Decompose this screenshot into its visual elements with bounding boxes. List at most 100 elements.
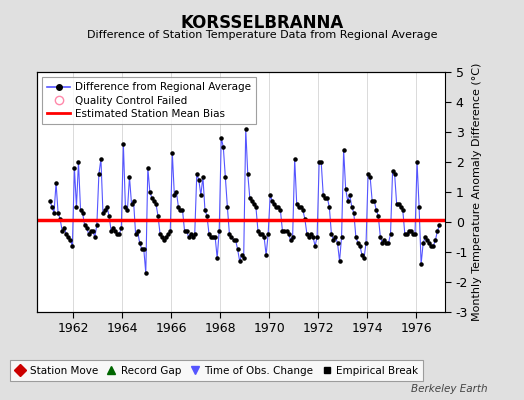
Point: [182, 228, 191, 234]
Point: [256, 231, 264, 237]
Point: [372, 207, 380, 213]
Point: [111, 228, 119, 234]
Point: [321, 195, 330, 201]
Point: [54, 210, 62, 216]
Point: [419, 240, 428, 246]
Point: [287, 237, 295, 243]
Point: [158, 234, 166, 240]
Point: [299, 207, 307, 213]
Point: [184, 234, 193, 240]
Point: [315, 159, 323, 165]
Point: [260, 234, 268, 240]
Point: [56, 216, 64, 222]
Point: [317, 159, 325, 165]
Point: [248, 198, 256, 204]
Point: [207, 234, 215, 240]
Point: [152, 201, 160, 207]
Point: [213, 255, 221, 261]
Point: [288, 234, 297, 240]
Point: [174, 204, 183, 210]
Point: [60, 225, 69, 231]
Point: [401, 231, 409, 237]
Point: [91, 234, 99, 240]
Point: [262, 252, 270, 258]
Point: [66, 237, 74, 243]
Point: [178, 207, 187, 213]
Point: [395, 201, 403, 207]
Point: [84, 231, 93, 237]
Point: [123, 207, 132, 213]
Y-axis label: Monthly Temperature Anomaly Difference (°C): Monthly Temperature Anomaly Difference (…: [472, 63, 483, 321]
Point: [319, 192, 328, 198]
Point: [370, 198, 378, 204]
Point: [231, 237, 239, 243]
Point: [303, 231, 311, 237]
Point: [113, 231, 122, 237]
Point: [427, 243, 435, 249]
Point: [219, 144, 227, 150]
Point: [423, 237, 431, 243]
Point: [311, 243, 319, 249]
Point: [230, 237, 238, 243]
Point: [115, 231, 124, 237]
Point: [74, 159, 83, 165]
Point: [80, 222, 89, 228]
Point: [344, 198, 352, 204]
Point: [331, 234, 340, 240]
Point: [99, 210, 107, 216]
Point: [409, 231, 417, 237]
Point: [352, 234, 360, 240]
Point: [58, 228, 67, 234]
Text: Berkeley Earth: Berkeley Earth: [411, 384, 487, 394]
Point: [105, 213, 113, 219]
Point: [170, 192, 179, 198]
Point: [407, 228, 415, 234]
Point: [160, 237, 168, 243]
Point: [136, 240, 144, 246]
Point: [129, 198, 138, 204]
Point: [79, 210, 87, 216]
Point: [368, 198, 376, 204]
Text: Difference of Station Temperature Data from Regional Average: Difference of Station Temperature Data f…: [87, 30, 437, 40]
Point: [107, 228, 115, 234]
Point: [52, 180, 60, 186]
Point: [77, 207, 85, 213]
Point: [358, 252, 366, 258]
Point: [360, 255, 368, 261]
Point: [264, 231, 272, 237]
Point: [272, 204, 280, 210]
Point: [82, 225, 91, 231]
Point: [354, 240, 362, 246]
Point: [125, 174, 134, 180]
Point: [350, 210, 358, 216]
Point: [258, 231, 266, 237]
Point: [376, 234, 385, 240]
Point: [397, 204, 405, 210]
Point: [309, 234, 317, 240]
Point: [388, 168, 397, 174]
Point: [383, 240, 391, 246]
Point: [164, 231, 172, 237]
Point: [254, 228, 262, 234]
Point: [435, 222, 444, 228]
Point: [119, 141, 127, 147]
Point: [417, 261, 425, 267]
Point: [421, 234, 429, 240]
Point: [392, 201, 401, 207]
Point: [139, 246, 148, 252]
Point: [46, 198, 54, 204]
Point: [148, 195, 156, 201]
Point: [189, 234, 197, 240]
Point: [205, 231, 213, 237]
Point: [292, 201, 301, 207]
Point: [211, 234, 220, 240]
Point: [402, 231, 411, 237]
Point: [215, 228, 223, 234]
Point: [172, 189, 181, 195]
Point: [196, 192, 205, 198]
Point: [132, 231, 140, 237]
Point: [227, 234, 236, 240]
Point: [280, 228, 289, 234]
Point: [413, 159, 421, 165]
Point: [223, 204, 232, 210]
